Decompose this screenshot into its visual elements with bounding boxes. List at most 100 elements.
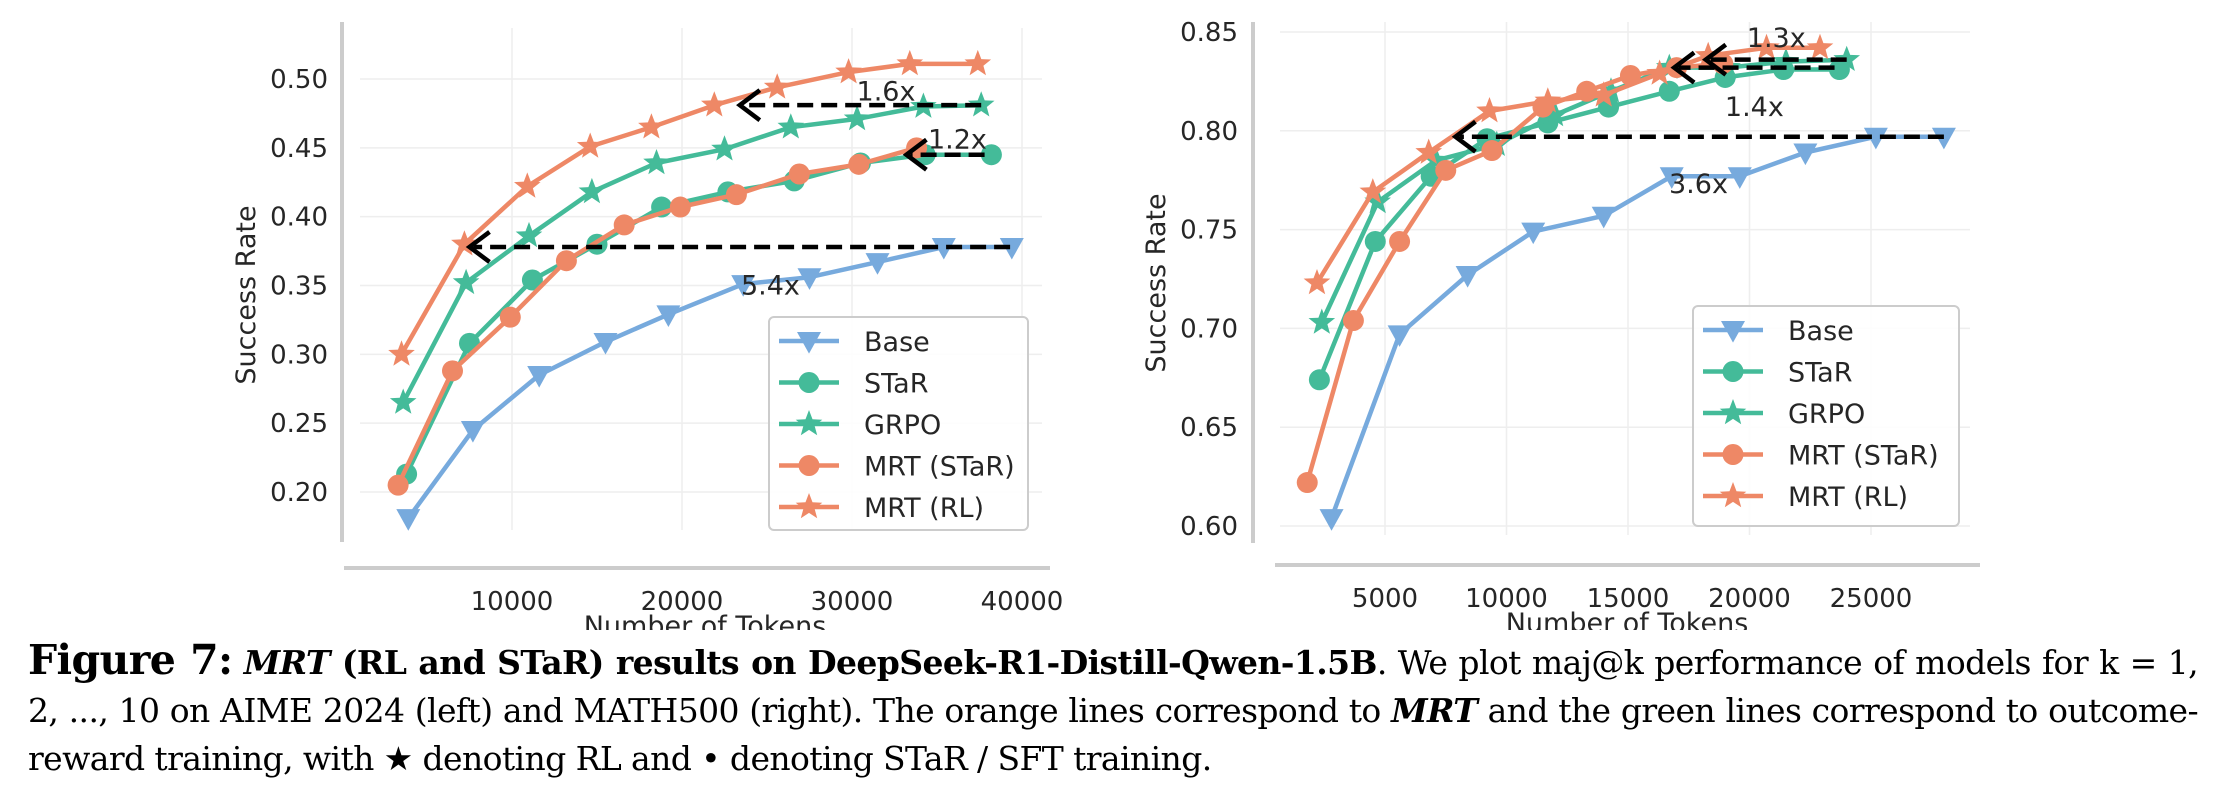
- y-tick-label: 0.45: [270, 134, 328, 164]
- data-point: [1727, 167, 1752, 189]
- data-point: [865, 253, 890, 275]
- x-tick-label: 10000: [471, 587, 554, 617]
- data-point: [521, 269, 543, 291]
- series-base: [396, 237, 1024, 531]
- chart-math500: 0.60 0.65 0.70 0.75 0.80 0.85 5000 10000 15000 20…: [1141, 18, 1980, 630]
- data-point: [387, 474, 409, 496]
- y-tick-label: 0.40: [270, 203, 328, 233]
- legend-item: Base: [779, 327, 930, 358]
- speedup-label: 1.2x: [928, 125, 987, 156]
- data-point: [1534, 87, 1562, 113]
- legend-marker-icon: [1721, 321, 1745, 343]
- data-point: [835, 58, 862, 84]
- series-line: [1317, 67, 1840, 381]
- speedup-label: 1.6x: [857, 76, 916, 107]
- x-tick-label: 10000: [1465, 584, 1548, 614]
- data-point: [788, 163, 810, 185]
- data-point: [1541, 101, 1569, 127]
- data-point: [777, 113, 805, 139]
- figure-colon: :: [218, 636, 233, 684]
- data-point: [1521, 222, 1546, 245]
- data-point: [451, 230, 478, 256]
- caption-title: (RL and STaR) results on DeepSeek-R1-Dis…: [329, 643, 1378, 682]
- chart-aime-2024: 0.20 0.25 0.30 0.35 0.40 0.45 0.50 10000 20000 30…: [231, 22, 1063, 630]
- y-tick-label: 0.50: [270, 65, 328, 95]
- data-point: [1359, 178, 1387, 204]
- speedup-label: 3.6x: [1669, 169, 1728, 200]
- arrow-head-icon: [1451, 119, 1477, 154]
- y-tick-label: 0.35: [270, 272, 328, 302]
- data-point: [555, 250, 577, 272]
- speedup-annotation: 1.3x: [1702, 23, 1847, 77]
- data-point: [848, 153, 870, 175]
- legend-item: Base: [1703, 316, 1854, 347]
- data-point: [576, 132, 604, 158]
- speedup-annotation: 5.4x: [465, 230, 1011, 302]
- legend-label: Base: [1788, 316, 1854, 347]
- data-point: [1389, 230, 1411, 252]
- data-point: [1387, 325, 1412, 347]
- x-tick-label: 30000: [811, 587, 894, 617]
- speedup-annotation: 3.6x: [1451, 119, 1944, 200]
- data-point: [643, 149, 670, 175]
- y-tick-label: 0.60: [1180, 512, 1238, 542]
- data-point: [711, 135, 738, 161]
- data-point: [763, 73, 791, 99]
- legend: Base STaR GRPO MRT (STaR) MRT (RL): [768, 316, 1029, 531]
- data-point: [396, 509, 421, 531]
- caption-body-mrt: MRT: [1391, 691, 1478, 730]
- caption-body-1: . We plot maj@k performance of models fo…: [28, 643, 2199, 730]
- data-point: [514, 172, 541, 198]
- x-tick-label: 15000: [1587, 584, 1670, 614]
- data-point: [1296, 472, 1318, 494]
- legend-label: MRT (STaR): [864, 452, 1015, 483]
- data-point: [1659, 167, 1684, 189]
- series-mrt-rl: [1303, 33, 1834, 295]
- data-point: [452, 268, 480, 295]
- legend-item: STaR: [779, 369, 928, 400]
- data-point: [1342, 309, 1364, 331]
- data-point: [388, 340, 415, 366]
- y-tick-label: 0.65: [1180, 413, 1238, 443]
- y-tick-label: 0.80: [1180, 117, 1238, 147]
- y-tick-label: 0.20: [270, 478, 328, 508]
- data-point: [1753, 33, 1780, 60]
- legend-marker-icon: [795, 493, 823, 519]
- data-point: [1863, 127, 1888, 150]
- legend-item: MRT (STaR): [779, 452, 1015, 483]
- data-point: [499, 306, 521, 328]
- legend-label: STaR: [864, 369, 928, 400]
- data-point: [1793, 143, 1818, 166]
- data-point: [1597, 77, 1625, 103]
- legend-item: GRPO: [779, 410, 941, 441]
- x-tick-label: 20000: [1708, 584, 1791, 614]
- series-line: [1329, 134, 1944, 519]
- speedup-annotation: 1.2x: [902, 125, 987, 172]
- data-point: [638, 113, 665, 139]
- series-line: [404, 152, 992, 476]
- data-point: [1481, 140, 1503, 162]
- legend-label: GRPO: [1788, 399, 1865, 430]
- legend-marker-icon: [798, 455, 820, 476]
- data-point: [896, 49, 924, 76]
- data-point: [1658, 80, 1680, 102]
- arrow-head-icon: [465, 230, 491, 264]
- x-tick-label: 5000: [1352, 584, 1418, 614]
- y-tick-label: 0.25: [270, 409, 328, 439]
- data-point: [593, 332, 618, 355]
- legend-marker-icon: [798, 372, 820, 393]
- data-point: [1590, 81, 1617, 107]
- legend-item: MRT (RL): [779, 493, 984, 524]
- caption-body-2: and the green lines correspond to outcom…: [28, 691, 2199, 778]
- y-tick-label: 0.30: [270, 340, 328, 370]
- series-mrt-rl: [388, 49, 992, 366]
- data-point: [1455, 266, 1480, 288]
- speedup-label: 1.3x: [1747, 23, 1806, 54]
- series-line: [1319, 57, 1847, 324]
- series-line: [396, 145, 918, 487]
- data-point: [613, 214, 635, 236]
- y-axis-label: Success Rate: [1141, 193, 1172, 372]
- series-line: [406, 244, 1012, 520]
- data-point: [1435, 159, 1457, 181]
- data-point: [1694, 41, 1722, 67]
